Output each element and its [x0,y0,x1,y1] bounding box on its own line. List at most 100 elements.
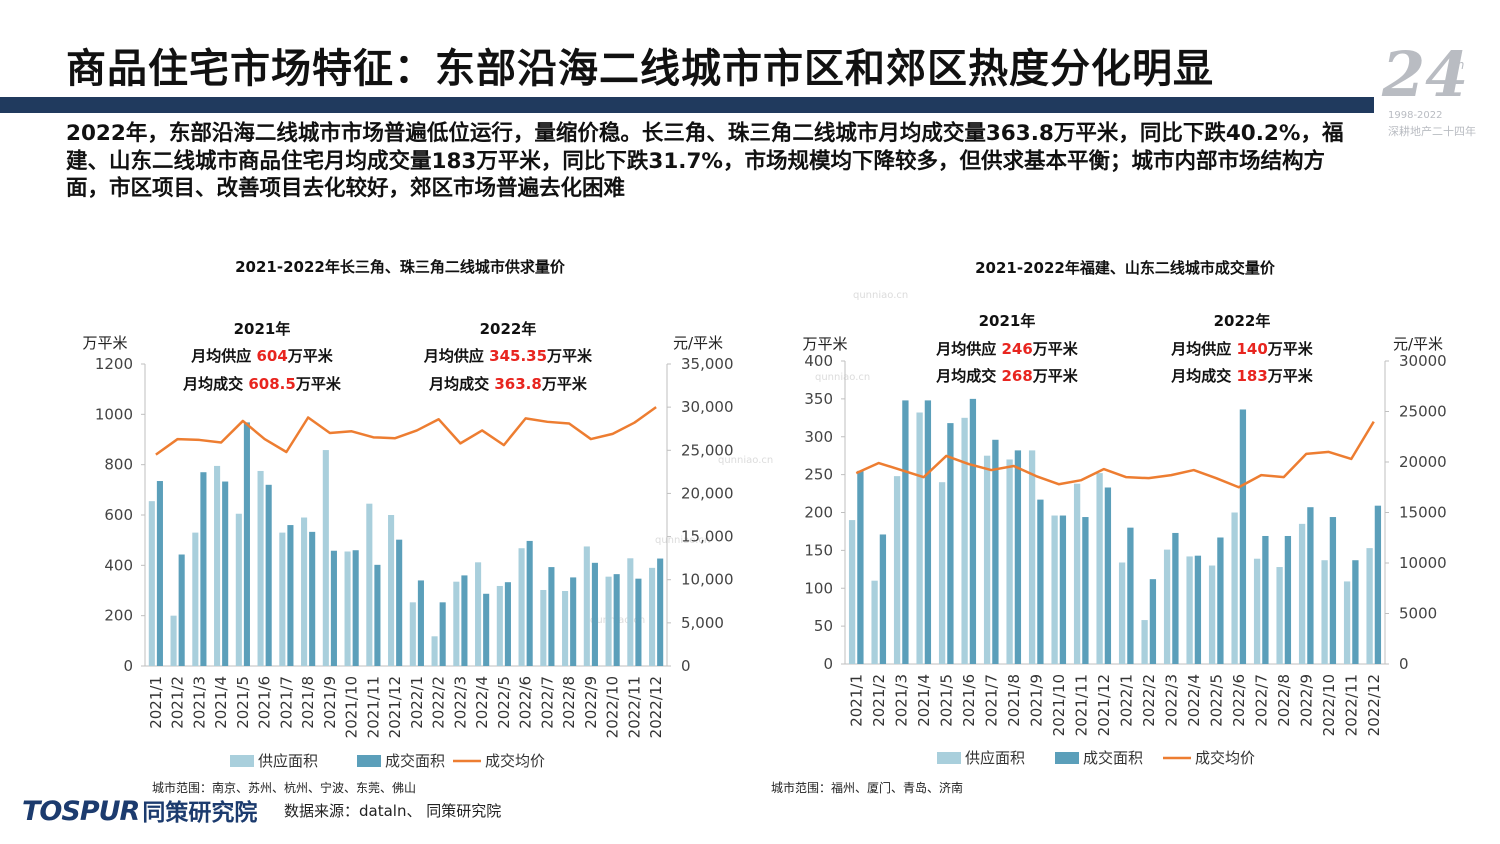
bar-deal [613,574,620,666]
annotation-supply-label: 月均供应 [423,347,489,365]
bar-deal [947,423,954,664]
annotation-deal-label: 月均成交 [182,375,248,393]
bar-deal [374,564,381,666]
x-tick-label: 2021/1 [147,676,165,729]
x-tick-label: 2021/12 [1095,674,1113,736]
annotation-deal-value: 608.5 [248,375,295,393]
annotation-deal-label: 月均成交 [428,375,494,393]
bar-deal [1059,515,1067,664]
x-tick-label: 2021/6 [960,674,978,727]
x-tick-label: 2021/11 [1072,674,1090,736]
x-tick-label: 2022/10 [1320,674,1338,736]
bar-deal [1194,555,1202,664]
y-left-tick-label: 150 [804,541,833,559]
bar-supply [540,589,547,666]
x-tick-label: 2022/11 [1342,674,1360,736]
y-right-tick-label: 30,000 [681,398,734,416]
y-left-tick-label: 400 [804,352,833,370]
y-right-tick-label: 5000 [1399,605,1437,623]
bar-supply [871,580,878,664]
bar-deal [570,577,577,666]
x-tick-label: 2022/1 [408,676,426,729]
y-left-tick-label: 100 [804,579,833,597]
annotation-unit: 万平米 [1032,340,1079,358]
legend-label-deal: 成交面积 [385,752,445,770]
annotation-supply-value: 345.35 [489,347,547,365]
bar-deal [526,540,533,666]
logo-suffix: th [1452,58,1465,72]
x-tick-label: 2021/4 [212,676,230,729]
annotation-deal: 月均成交 268万平米 [935,367,1079,385]
bar-supply [605,576,612,666]
logo-years: 1998-2022 [1388,110,1443,121]
y-left-tick-label: 0 [123,657,133,675]
y-left-tick-label: 200 [104,607,133,625]
y-left-unit: 万平米 [82,334,127,352]
bar-supply [1163,549,1171,664]
annotation-unit: 万平米 [1032,367,1079,385]
bar-supply [257,470,264,666]
bar-deal [178,554,185,666]
bar-deal [1307,507,1314,664]
bar-supply [961,417,968,664]
bar-deal [461,575,468,666]
watermark: qunniao.cn [655,535,711,546]
bar-supply [1231,512,1238,664]
logo-tagline: 深耕地产二十四年 [1388,125,1476,138]
chart-title: 2021-2022年长三角、珠三角二线城市供求量价 [235,258,566,276]
x-tick-label: 2021/3 [190,676,208,729]
bar-supply [649,567,656,666]
annotation-supply: 月均供应 246万平米 [935,340,1079,358]
x-tick-label: 2021/10 [1050,674,1068,736]
y-right-unit: 元/平米 [673,334,723,352]
y-right-tick-label: 10000 [1399,554,1447,572]
y-left-tick-label: 800 [104,456,133,474]
annotation-deal-value: 268 [1001,367,1032,385]
bar-supply [627,558,634,666]
bar-supply [322,450,329,666]
y-right-tick-label: 35,000 [681,355,734,373]
y-right-tick-label: 15,000 [681,528,734,546]
price-line [855,420,1375,489]
legend-label-supply: 供应面积 [258,752,318,770]
annotation-supply-label: 月均供应 [935,340,1001,358]
x-tick-label: 2021/9 [321,676,339,729]
annotation-deal-label: 月均成交 [935,367,1001,385]
y-right-tick-label: 25000 [1399,403,1447,421]
bar-deal [330,550,337,666]
bar-deal [1104,487,1112,664]
brand-name-cn: 同策研究院 [142,800,258,826]
bar-deal [1374,505,1382,664]
x-tick-label: 2021/5 [937,674,955,727]
annotation-supply-value: 246 [1001,340,1032,358]
bar-deal [548,567,555,666]
x-tick-label: 2021/2 [169,676,187,729]
bar-supply [1343,581,1351,664]
bar-deal [1217,537,1224,664]
bar-deal [1082,517,1089,664]
annotation-unit: 万平米 [1267,340,1314,358]
annotation-unit: 万平米 [1267,367,1314,385]
x-tick-label: 2021/8 [299,676,317,729]
legend-swatch-supply [230,755,254,767]
bar-deal [635,578,642,666]
x-tick-label: 2021/6 [256,676,274,729]
price-line [155,406,657,456]
bar-supply [1186,556,1193,664]
x-tick-label: 2022/5 [1207,674,1225,727]
x-tick-label: 2022/1 [1117,674,1135,727]
bar-supply [938,482,946,664]
bar-supply [916,412,923,664]
bar-deal [417,580,424,666]
bar-supply [1141,620,1148,664]
bar-supply [409,602,416,666]
x-tick-label: 2022/9 [582,676,600,729]
annotation-year: 2021年 [979,312,1036,330]
bar-supply [893,476,901,664]
x-tick-label: 2022/2 [430,676,448,729]
summary-text: 2022年，东部沿海二线城市市场普遍低位运行，量缩价稳。长三角、珠三角二线城市月… [66,121,1344,201]
bar-supply [518,548,525,666]
bar-supply [848,520,856,664]
bar-supply [983,455,991,664]
x-tick-label: 2022/9 [1297,674,1315,727]
